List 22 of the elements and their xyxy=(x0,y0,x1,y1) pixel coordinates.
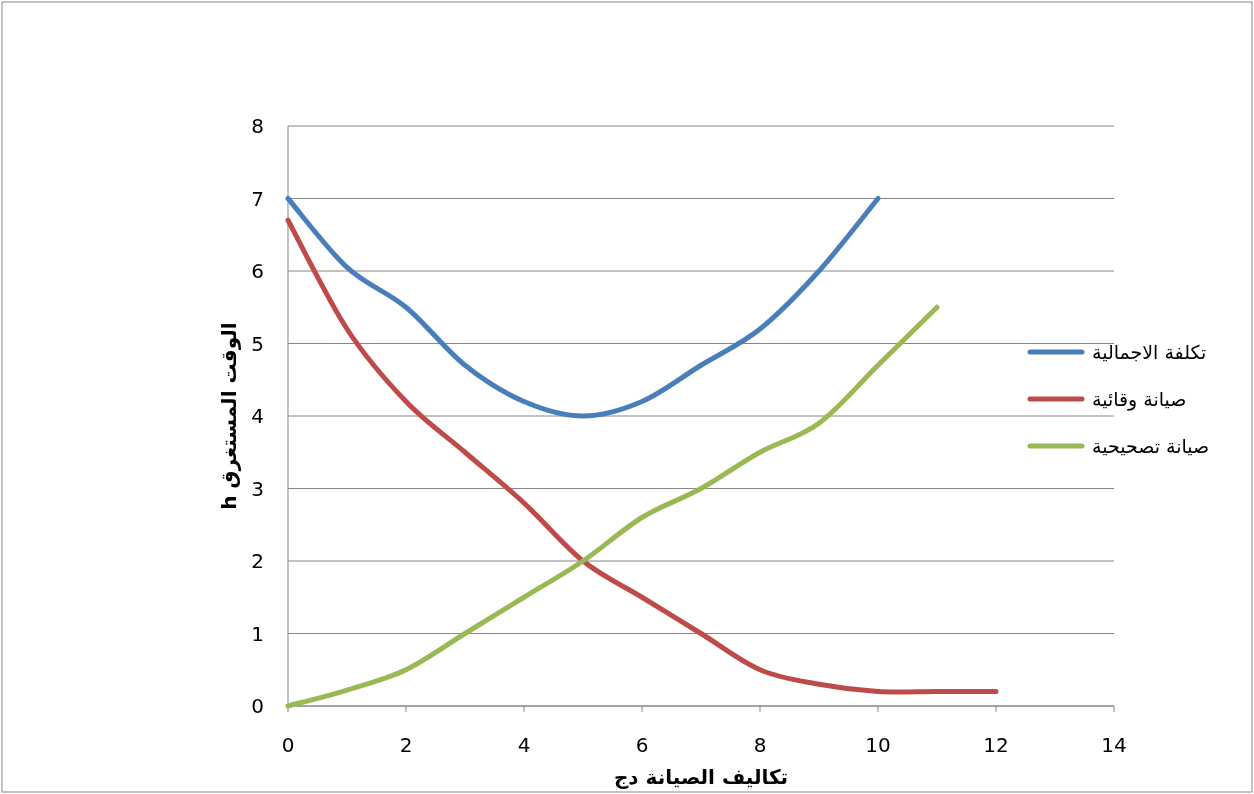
x-tick-label: 0 xyxy=(281,733,295,757)
y-axis-title: الوقت المستغرق h xyxy=(217,322,241,510)
x-tick-label: 10 xyxy=(865,733,891,757)
y-tick-label: 7 xyxy=(251,186,264,211)
y-tick-label: 0 xyxy=(251,694,264,718)
y-tick-label: 3 xyxy=(251,476,264,501)
x-tick-label: 4 xyxy=(517,733,531,757)
legend-label: صيانة وقائية xyxy=(1092,388,1187,411)
y-tick-label: 5 xyxy=(251,331,264,356)
x-tick-label: 14 xyxy=(1101,733,1127,757)
legend-label: تكلفة الاجمالية xyxy=(1092,341,1207,363)
y-tick-label: 4 xyxy=(251,404,264,428)
x-tick-label: 6 xyxy=(635,733,649,757)
x-tick-label: 12 xyxy=(983,733,1009,757)
x-axis-title: تكاليف الصيانة دج xyxy=(613,765,789,789)
x-tick-label: 8 xyxy=(753,733,767,757)
y-tick-label: 2 xyxy=(251,549,264,573)
y-tick-label: 1 xyxy=(251,621,264,646)
x-tick-label: 2 xyxy=(399,733,413,757)
legend-label: صيانة تصحيحية xyxy=(1092,435,1210,457)
y-tick-label: 8 xyxy=(251,114,264,138)
y-tick-label: 6 xyxy=(251,259,264,283)
